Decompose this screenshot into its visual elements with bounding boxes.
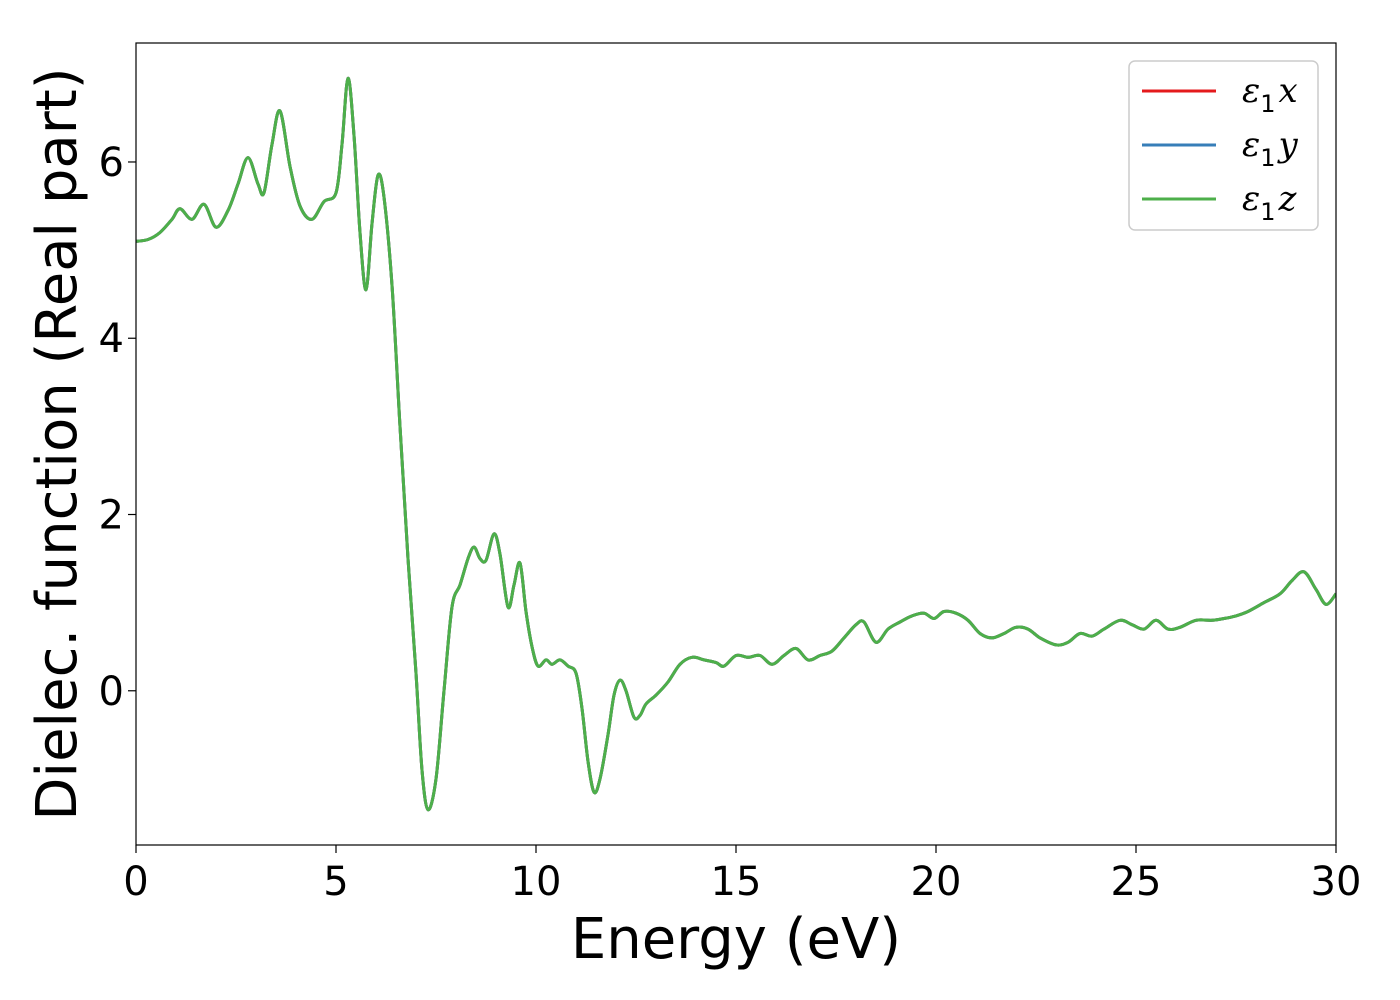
legend-component: y <box>1277 125 1299 165</box>
legend-label-y: ε1y <box>1242 125 1299 172</box>
series-line-z <box>136 76 1336 812</box>
legend-symbol: ε <box>1242 71 1260 111</box>
legend-label-x: ε1x <box>1242 71 1298 118</box>
x-tick-label: 20 <box>911 859 962 905</box>
x-tick-label: 5 <box>323 859 348 905</box>
x-axis-ticks: 0 5 10 15 20 25 30 <box>123 845 1361 905</box>
legend-subscript: 1 <box>1260 144 1275 172</box>
legend-symbol: ε <box>1242 179 1260 219</box>
x-tick-label: 15 <box>711 859 762 905</box>
legend-subscript: 1 <box>1260 198 1275 226</box>
legend-component: x <box>1279 71 1298 111</box>
y-tick-label: 4 <box>99 316 124 362</box>
legend-component: z <box>1278 179 1298 219</box>
x-tick-label: 30 <box>1311 859 1362 905</box>
series-layer <box>136 76 1336 812</box>
y-tick-label: 0 <box>99 669 124 715</box>
x-tick-label: 10 <box>511 859 562 905</box>
y-axis-ticks: 0 2 4 6 <box>99 140 136 715</box>
y-tick-label: 6 <box>99 140 124 186</box>
legend-subscript: 1 <box>1260 90 1275 118</box>
x-axis-title: Energy (eV) <box>571 907 901 972</box>
y-tick-label: 2 <box>99 493 124 539</box>
x-tick-label: 0 <box>123 859 148 905</box>
legend-label-z: ε1z <box>1242 179 1298 226</box>
legend-box <box>1128 60 1319 231</box>
legend-symbol: ε <box>1242 125 1260 165</box>
y-axis-title: Dielec. function (Real part) <box>25 67 90 820</box>
x-tick-label: 25 <box>1111 859 1162 905</box>
